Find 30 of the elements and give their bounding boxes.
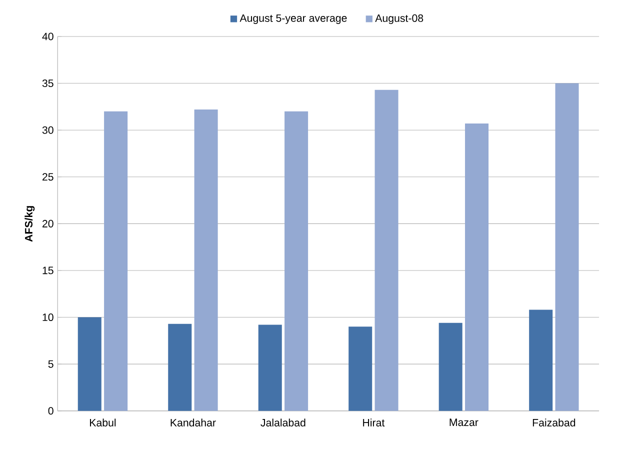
x-tick-label: Faizabad xyxy=(532,418,576,426)
y-tick-label: 35 xyxy=(42,79,54,88)
bar xyxy=(374,90,398,411)
bar xyxy=(258,324,282,411)
y-tick-label: 25 xyxy=(42,173,54,181)
bar xyxy=(529,310,553,411)
bar xyxy=(555,83,579,411)
legend-label: August 5-year average xyxy=(240,14,347,24)
y-tick-label: 15 xyxy=(42,266,54,274)
bar xyxy=(438,322,462,411)
x-tick-label: Jalalabad xyxy=(260,418,306,426)
bar xyxy=(168,324,192,411)
y-tick-label: 40 xyxy=(42,32,54,40)
y-tick-label: 5 xyxy=(48,360,54,368)
legend-label: August-08 xyxy=(375,14,424,24)
y-axis-title: AFS/kg xyxy=(24,206,35,242)
bar xyxy=(284,111,308,411)
y-tick-label: 20 xyxy=(42,220,54,228)
bar xyxy=(104,111,128,411)
x-tick-label: Hirat xyxy=(363,418,385,426)
bar xyxy=(348,326,372,411)
y-tick-label: 10 xyxy=(42,313,54,322)
bar xyxy=(78,317,102,411)
x-tick-label: Mazar xyxy=(450,418,478,426)
y-tick-label: 30 xyxy=(42,126,54,134)
x-tick-label: Kabul xyxy=(90,418,116,426)
x-tick-label: Kandahar xyxy=(170,418,216,426)
y-tick-label: 0 xyxy=(48,407,54,415)
bar xyxy=(465,124,489,411)
bar xyxy=(194,109,218,411)
